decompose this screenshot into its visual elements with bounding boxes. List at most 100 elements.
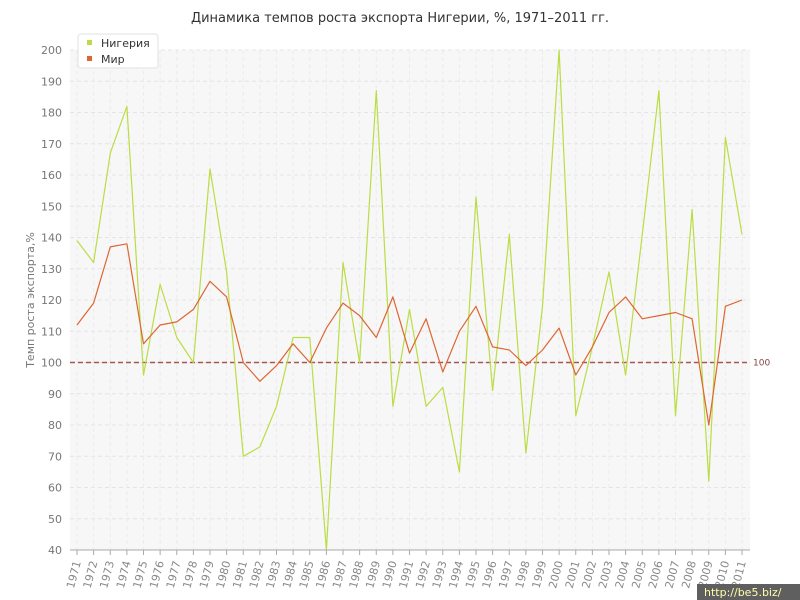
data-point-0[interactable] (424, 404, 428, 408)
data-point-1[interactable] (108, 245, 112, 249)
data-point-0[interactable] (291, 336, 295, 340)
data-point-1[interactable] (624, 295, 628, 299)
data-point-1[interactable] (291, 342, 295, 346)
data-point-0[interactable] (541, 304, 545, 308)
data-point-0[interactable] (191, 361, 195, 365)
data-point-1[interactable] (391, 295, 395, 299)
data-point-1[interactable] (441, 370, 445, 374)
data-point-1[interactable] (142, 342, 146, 346)
watermark-link[interactable]: http://be5.biz/ (704, 586, 782, 599)
data-point-0[interactable] (707, 479, 711, 483)
data-point-1[interactable] (258, 379, 262, 383)
data-point-0[interactable] (474, 195, 478, 199)
legend-box (77, 33, 159, 69)
data-point-0[interactable] (225, 270, 229, 274)
watermark[interactable]: http://be5.biz/ (697, 584, 800, 600)
data-point-1[interactable] (674, 311, 678, 315)
data-point-0[interactable] (624, 373, 628, 377)
data-point-1[interactable] (175, 320, 179, 324)
data-point-0[interactable] (574, 414, 578, 418)
data-point-1[interactable] (408, 351, 412, 355)
data-point-1[interactable] (574, 373, 578, 377)
data-point-0[interactable] (391, 404, 395, 408)
data-point-0[interactable] (275, 404, 279, 408)
data-point-1[interactable] (657, 314, 661, 318)
data-point-1[interactable] (557, 326, 561, 330)
data-point-0[interactable] (341, 261, 345, 265)
data-point-0[interactable] (740, 232, 744, 236)
data-point-0[interactable] (723, 136, 727, 140)
reference-line-label: 100 (753, 359, 770, 369)
data-point-1[interactable] (191, 307, 195, 311)
data-point-0[interactable] (374, 89, 378, 93)
data-point-0[interactable] (524, 451, 528, 455)
data-point-0[interactable] (657, 89, 661, 93)
legend-label-nigeria: Нигерия (101, 37, 150, 50)
data-point-1[interactable] (474, 304, 478, 308)
data-point-0[interactable] (674, 414, 678, 418)
data-point-1[interactable] (723, 304, 727, 308)
data-point-1[interactable] (374, 336, 378, 340)
data-point-0[interactable] (640, 232, 644, 236)
data-point-0[interactable] (75, 239, 79, 243)
y-tick-label: 190 (41, 75, 62, 88)
data-point-1[interactable] (524, 364, 528, 368)
data-point-1[interactable] (92, 301, 96, 305)
data-point-1[interactable] (640, 317, 644, 321)
data-point-0[interactable] (358, 361, 362, 365)
data-point-1[interactable] (358, 314, 362, 318)
data-point-1[interactable] (607, 311, 611, 315)
data-point-1[interactable] (308, 361, 312, 365)
data-point-0[interactable] (241, 454, 245, 458)
data-point-0[interactable] (408, 307, 412, 311)
data-point-0[interactable] (258, 445, 262, 449)
data-point-1[interactable] (275, 364, 279, 368)
chart-title: Динамика темпов роста экспорта Нигерии, … (191, 11, 609, 26)
series-line-0[interactable] (76, 49, 743, 551)
data-point-1[interactable] (507, 348, 511, 352)
data-point-0[interactable] (158, 282, 162, 286)
y-tick-label: 130 (41, 263, 62, 276)
data-point-0[interactable] (507, 232, 511, 236)
data-point-0[interactable] (557, 48, 561, 52)
data-point-1[interactable] (75, 323, 79, 327)
legend-swatch-nigeria (87, 40, 92, 45)
data-point-1[interactable] (424, 317, 428, 321)
data-point-0[interactable] (457, 470, 461, 474)
data-point-1[interactable] (707, 423, 711, 427)
data-point-1[interactable] (541, 348, 545, 352)
data-point-1[interactable] (225, 295, 229, 299)
data-point-0[interactable] (491, 389, 495, 393)
data-point-1[interactable] (158, 323, 162, 327)
data-point-0[interactable] (175, 336, 179, 340)
data-point-1[interactable] (491, 345, 495, 349)
data-point-1[interactable] (740, 298, 744, 302)
data-point-1[interactable] (590, 345, 594, 349)
data-point-1[interactable] (690, 317, 694, 321)
y-tick-label: 50 (48, 513, 62, 526)
y-tick-label: 70 (48, 450, 62, 463)
data-point-0[interactable] (208, 167, 212, 171)
data-point-1[interactable] (324, 326, 328, 330)
data-point-0[interactable] (607, 270, 611, 274)
data-point-1[interactable] (457, 329, 461, 333)
data-point-0[interactable] (308, 336, 312, 340)
y-axis-label: Темп роста экспорта,% (24, 232, 37, 369)
y-tick-label: 160 (41, 169, 62, 182)
y-tick-label: 150 (41, 200, 62, 213)
data-point-0[interactable] (125, 104, 129, 108)
y-tick-label: 200 (41, 44, 62, 57)
data-point-0[interactable] (690, 207, 694, 211)
data-point-0[interactable] (108, 151, 112, 155)
data-point-1[interactable] (208, 279, 212, 283)
series-line-1[interactable] (76, 243, 743, 426)
y-tick-label: 140 (41, 232, 62, 245)
data-point-0[interactable] (142, 373, 146, 377)
data-point-1[interactable] (341, 301, 345, 305)
data-point-0[interactable] (441, 386, 445, 390)
data-point-1[interactable] (125, 242, 129, 246)
data-point-0[interactable] (92, 261, 96, 265)
y-tick-label: 170 (41, 138, 62, 151)
data-point-1[interactable] (241, 361, 245, 365)
legend-label-world: Мир (101, 53, 125, 66)
